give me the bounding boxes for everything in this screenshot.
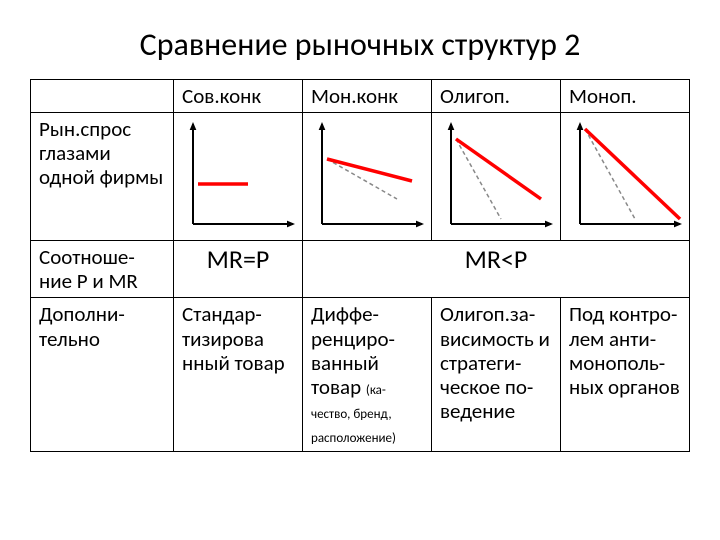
chart-monop-cell xyxy=(561,113,690,241)
row1-label: Рын.спрос глазами одной фирмы xyxy=(31,113,174,241)
row3-olig: Олигоп.за-висимость и стратеги-ческое по… xyxy=(432,298,561,452)
row3-monop: Под контро-лем анти-монополь-ных органов xyxy=(561,298,690,452)
row2-sov: MR=P xyxy=(174,241,303,298)
chart-monop xyxy=(565,119,685,234)
chart-sov-cell xyxy=(174,113,303,241)
row3-label: Дополни-тельно xyxy=(31,298,174,452)
header-blank xyxy=(31,80,174,113)
header-monk: Мон.конк xyxy=(303,80,432,113)
row2-label: Соотноше-ние P и MR xyxy=(31,241,174,298)
chart-sov xyxy=(178,119,298,234)
header-monop: Моноп. xyxy=(561,80,690,113)
page-title: Сравнение рыночных структур 2 xyxy=(30,25,690,64)
chart-olig-cell xyxy=(432,113,561,241)
chart-olig xyxy=(436,119,556,234)
chart-monk-cell xyxy=(303,113,432,241)
chart-monk xyxy=(307,119,427,234)
row2-rest: MR<P xyxy=(303,241,690,298)
header-olig: Олигоп. xyxy=(432,80,561,113)
row3-mon: Диффе-ренциро-ванный товар (ка-чество, б… xyxy=(303,298,432,452)
header-sov: Сов.конк xyxy=(174,80,303,113)
comparison-table: Сов.конк Мон.конк Олигоп. Моноп. Рын.спр… xyxy=(30,79,690,452)
row3-sov: Стандар-тизирова нный товар xyxy=(174,298,303,452)
